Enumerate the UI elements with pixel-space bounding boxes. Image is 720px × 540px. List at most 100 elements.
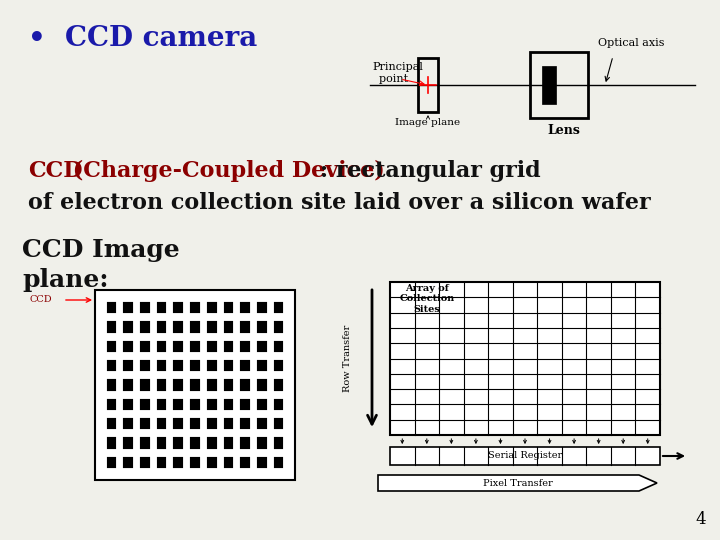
- Bar: [107, 380, 116, 390]
- Bar: [390, 447, 660, 465]
- Bar: [123, 302, 133, 313]
- Text: : rectangular grid: : rectangular grid: [320, 160, 541, 182]
- Bar: [207, 302, 217, 313]
- Bar: [274, 399, 284, 410]
- Bar: [174, 399, 183, 410]
- Bar: [390, 282, 660, 435]
- Text: Principal
  point: Principal point: [372, 62, 423, 84]
- Bar: [123, 360, 133, 372]
- Bar: [157, 341, 166, 352]
- Bar: [257, 457, 266, 468]
- Text: Lens: Lens: [548, 124, 580, 137]
- Bar: [257, 302, 266, 313]
- Bar: [140, 341, 150, 352]
- Bar: [190, 380, 200, 390]
- Bar: [274, 437, 284, 449]
- Bar: [240, 399, 250, 410]
- Bar: [95, 290, 295, 480]
- Bar: [207, 341, 217, 352]
- Bar: [190, 321, 200, 333]
- Bar: [542, 66, 556, 104]
- Bar: [107, 418, 116, 429]
- Bar: [107, 437, 116, 449]
- Text: of electron collection site laid over a silicon wafer: of electron collection site laid over a …: [28, 192, 651, 214]
- Bar: [174, 380, 183, 390]
- Bar: [224, 321, 233, 333]
- Bar: [207, 457, 217, 468]
- Bar: [257, 341, 266, 352]
- Bar: [274, 302, 284, 313]
- Bar: [174, 457, 183, 468]
- Bar: [174, 418, 183, 429]
- Bar: [274, 341, 284, 352]
- Bar: [207, 418, 217, 429]
- Bar: [257, 418, 266, 429]
- Bar: [257, 380, 266, 390]
- Text: Array of
Collection
Sites: Array of Collection Sites: [399, 284, 454, 314]
- Bar: [123, 457, 133, 468]
- Bar: [140, 321, 150, 333]
- Bar: [123, 341, 133, 352]
- Bar: [240, 321, 250, 333]
- Bar: [207, 399, 217, 410]
- Bar: [274, 360, 284, 372]
- Bar: [123, 380, 133, 390]
- Text: CCD Image: CCD Image: [22, 238, 180, 262]
- Bar: [140, 360, 150, 372]
- Text: 4: 4: [696, 511, 706, 528]
- Bar: [157, 321, 166, 333]
- Bar: [157, 302, 166, 313]
- Bar: [157, 437, 166, 449]
- Bar: [190, 399, 200, 410]
- Bar: [107, 399, 116, 410]
- Bar: [257, 437, 266, 449]
- Bar: [174, 360, 183, 372]
- Bar: [274, 418, 284, 429]
- Bar: [224, 399, 233, 410]
- Bar: [224, 302, 233, 313]
- Bar: [224, 380, 233, 390]
- Bar: [157, 399, 166, 410]
- Bar: [240, 418, 250, 429]
- Bar: [190, 302, 200, 313]
- Bar: [530, 52, 588, 118]
- Bar: [418, 58, 438, 112]
- Bar: [123, 437, 133, 449]
- Text: Pixel Transfer: Pixel Transfer: [482, 478, 552, 488]
- Bar: [190, 457, 200, 468]
- Bar: [107, 457, 116, 468]
- Bar: [224, 341, 233, 352]
- Bar: [207, 437, 217, 449]
- Bar: [224, 437, 233, 449]
- Bar: [274, 457, 284, 468]
- Text: CCD: CCD: [30, 295, 53, 304]
- Bar: [240, 302, 250, 313]
- Bar: [107, 341, 116, 352]
- Bar: [107, 360, 116, 372]
- Bar: [190, 437, 200, 449]
- Bar: [140, 418, 150, 429]
- Bar: [157, 418, 166, 429]
- Bar: [240, 457, 250, 468]
- Text: •  CCD camera: • CCD camera: [28, 24, 257, 51]
- Text: Image plane: Image plane: [395, 118, 461, 127]
- Bar: [140, 302, 150, 313]
- Bar: [140, 399, 150, 410]
- Bar: [207, 360, 217, 372]
- Bar: [224, 457, 233, 468]
- Bar: [274, 321, 284, 333]
- Bar: [174, 341, 183, 352]
- Text: CCD: CCD: [28, 160, 83, 182]
- Bar: [207, 321, 217, 333]
- Text: (Charge-Coupled Device): (Charge-Coupled Device): [65, 160, 384, 182]
- Bar: [240, 360, 250, 372]
- Bar: [123, 321, 133, 333]
- Bar: [157, 380, 166, 390]
- Bar: [274, 380, 284, 390]
- Bar: [257, 399, 266, 410]
- Bar: [224, 418, 233, 429]
- Bar: [140, 457, 150, 468]
- Bar: [174, 321, 183, 333]
- Bar: [107, 321, 116, 333]
- Bar: [190, 341, 200, 352]
